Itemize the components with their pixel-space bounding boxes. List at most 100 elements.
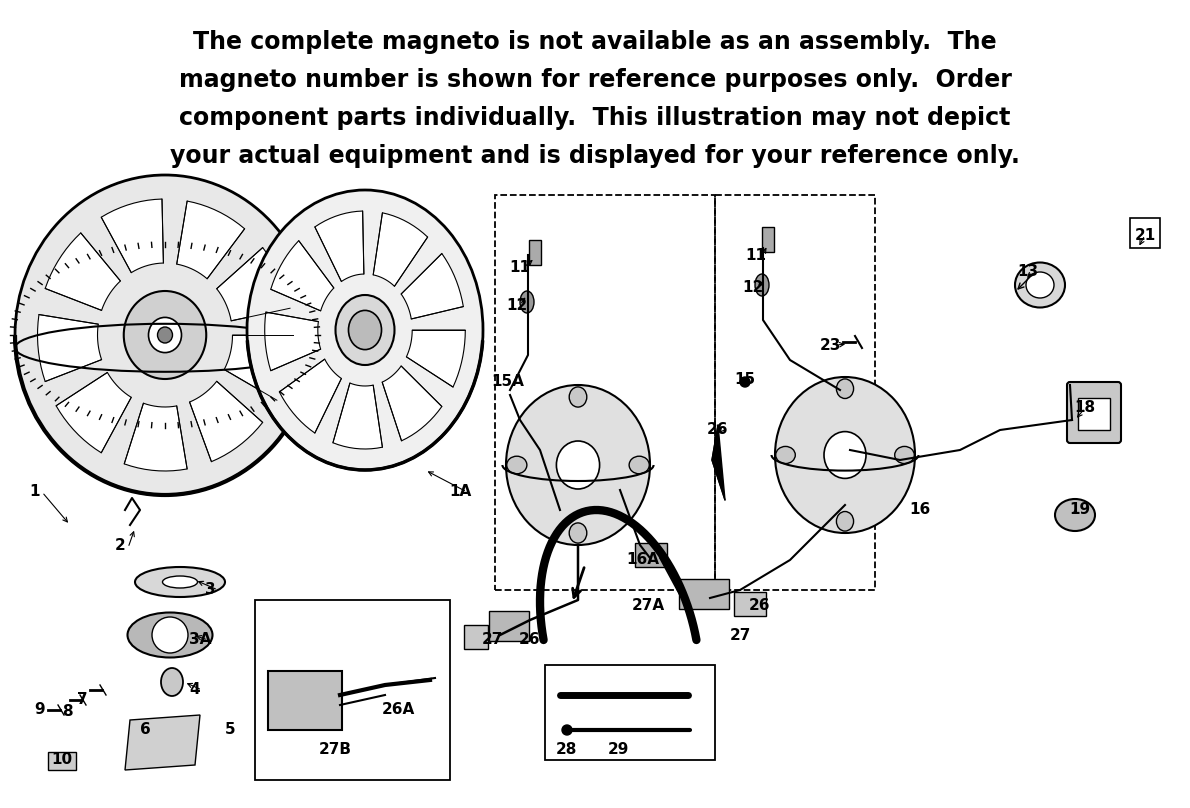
Text: 26: 26 (707, 423, 728, 437)
Ellipse shape (336, 295, 395, 365)
Text: 15: 15 (734, 372, 756, 388)
Bar (495, 195, 715, 590)
Ellipse shape (506, 385, 650, 545)
FancyBboxPatch shape (464, 625, 488, 649)
Bar (715, 195, 875, 590)
Polygon shape (401, 254, 463, 319)
FancyBboxPatch shape (268, 671, 342, 730)
Polygon shape (177, 201, 245, 279)
Text: 28: 28 (556, 743, 577, 758)
Bar (762, 227, 774, 252)
Text: 8: 8 (62, 705, 73, 719)
Polygon shape (224, 335, 293, 400)
Polygon shape (189, 381, 263, 461)
Text: 15A: 15A (491, 374, 525, 389)
Ellipse shape (248, 190, 483, 470)
Text: your actual equipment and is displayed for your reference only.: your actual equipment and is displayed f… (170, 144, 1020, 168)
Text: 12: 12 (743, 280, 764, 296)
Ellipse shape (124, 291, 206, 379)
Ellipse shape (157, 327, 173, 343)
Circle shape (152, 617, 188, 653)
Ellipse shape (630, 457, 650, 473)
Polygon shape (101, 199, 163, 272)
Ellipse shape (1015, 263, 1065, 308)
Ellipse shape (1056, 499, 1095, 531)
Polygon shape (382, 366, 441, 441)
Text: 29: 29 (607, 743, 628, 758)
Ellipse shape (15, 175, 315, 495)
Text: 10: 10 (51, 752, 73, 768)
Ellipse shape (775, 377, 915, 533)
Text: 6: 6 (139, 722, 150, 738)
Text: 16: 16 (909, 503, 931, 517)
Polygon shape (712, 425, 725, 500)
Text: 26A: 26A (381, 702, 414, 718)
Text: 26: 26 (750, 597, 771, 612)
FancyBboxPatch shape (1067, 382, 1121, 443)
Ellipse shape (895, 446, 914, 464)
Polygon shape (374, 213, 427, 286)
Text: 5: 5 (225, 722, 236, 738)
Bar (530, 240, 541, 265)
Polygon shape (125, 715, 200, 770)
Text: 2: 2 (114, 537, 125, 553)
Text: component parts individually.  This illustration may not depict: component parts individually. This illus… (180, 106, 1010, 130)
Text: The complete magneto is not available as an assembly.  The: The complete magneto is not available as… (193, 30, 997, 54)
Text: 13: 13 (1017, 264, 1039, 280)
Bar (255, 600, 450, 780)
Text: 27: 27 (481, 633, 502, 647)
Text: 3A: 3A (189, 633, 211, 647)
Ellipse shape (134, 567, 225, 597)
Ellipse shape (754, 274, 769, 296)
FancyBboxPatch shape (489, 611, 530, 641)
Polygon shape (45, 233, 120, 310)
Polygon shape (407, 330, 465, 387)
Bar (1130, 218, 1160, 248)
Ellipse shape (507, 457, 527, 473)
Polygon shape (280, 359, 342, 433)
Ellipse shape (776, 446, 795, 464)
Ellipse shape (149, 318, 182, 352)
Text: 19: 19 (1070, 503, 1090, 517)
Ellipse shape (837, 511, 853, 531)
Text: 7: 7 (76, 692, 87, 708)
Text: 26: 26 (519, 633, 540, 647)
Ellipse shape (520, 291, 534, 313)
Text: 11: 11 (509, 260, 531, 276)
Ellipse shape (163, 576, 198, 588)
Bar (1078, 398, 1110, 430)
Circle shape (562, 725, 572, 735)
Polygon shape (271, 241, 334, 311)
Circle shape (740, 377, 750, 387)
Text: 27: 27 (729, 628, 751, 642)
Ellipse shape (127, 612, 213, 658)
Text: 4: 4 (189, 683, 200, 697)
Text: 27A: 27A (632, 597, 664, 612)
Ellipse shape (1026, 272, 1054, 298)
Text: 3: 3 (205, 583, 215, 597)
Polygon shape (56, 372, 131, 452)
Ellipse shape (823, 431, 866, 478)
Text: magneto number is shown for reference purposes only.  Order: magneto number is shown for reference pu… (178, 68, 1012, 92)
Text: 16A: 16A (626, 553, 659, 567)
Polygon shape (264, 312, 320, 371)
Ellipse shape (349, 310, 382, 350)
Text: 9: 9 (35, 702, 45, 718)
Text: 1A: 1A (449, 485, 471, 499)
Polygon shape (124, 403, 187, 471)
Text: 11: 11 (745, 247, 766, 263)
Text: 21: 21 (1134, 228, 1155, 242)
Ellipse shape (569, 387, 587, 407)
Text: 18: 18 (1075, 401, 1096, 415)
FancyBboxPatch shape (679, 579, 729, 609)
FancyBboxPatch shape (635, 543, 668, 567)
Text: 23: 23 (819, 338, 840, 352)
Ellipse shape (837, 379, 853, 398)
Text: 27B: 27B (319, 743, 351, 758)
FancyBboxPatch shape (734, 592, 766, 616)
Text: 1: 1 (30, 485, 40, 499)
Polygon shape (217, 247, 290, 321)
Polygon shape (315, 211, 364, 281)
Polygon shape (38, 314, 101, 381)
Text: 12: 12 (507, 297, 527, 313)
